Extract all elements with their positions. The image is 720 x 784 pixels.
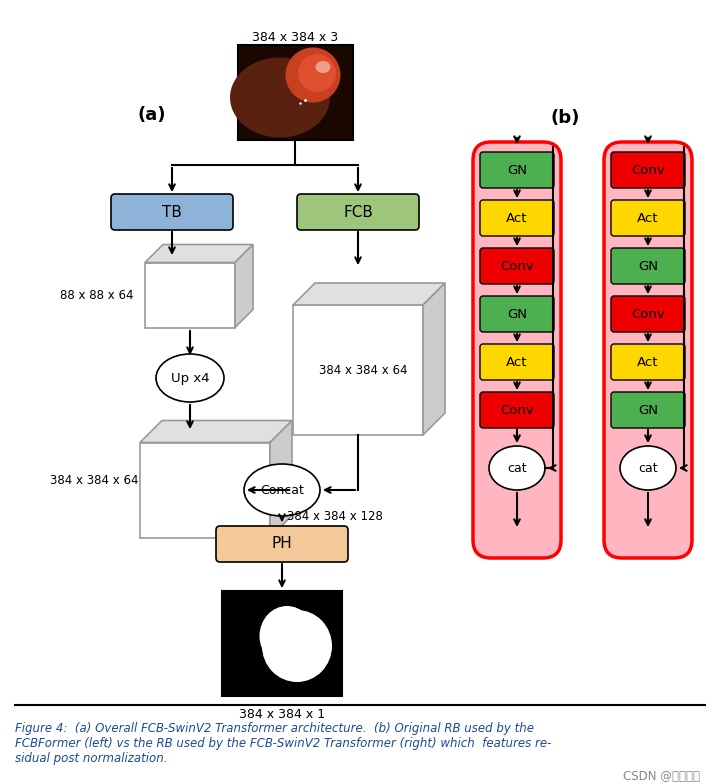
Text: PH: PH [271,536,292,551]
Text: TB: TB [162,205,182,220]
Text: (a): (a) [138,106,166,124]
Text: 384 x 384 x 64: 384 x 384 x 64 [50,474,138,487]
Text: Conv: Conv [631,164,665,176]
Text: CSDN @蓝海渔夫: CSDN @蓝海渔夫 [623,770,700,783]
Polygon shape [140,420,292,442]
Text: Concat: Concat [260,484,304,496]
Ellipse shape [489,446,545,490]
Text: Act: Act [506,355,528,368]
FancyBboxPatch shape [480,392,554,428]
FancyBboxPatch shape [111,194,233,230]
Text: 384 x 384 x 128: 384 x 384 x 128 [287,510,383,524]
Text: Figure 4:  (a) Overall FCB-SwinV2 Transformer architecture.  (b) Original RB use: Figure 4: (a) Overall FCB-SwinV2 Transfo… [15,722,534,735]
Bar [238,45,353,140]
FancyBboxPatch shape [216,526,348,562]
Text: 384 x 384 x 64: 384 x 384 x 64 [319,364,408,376]
Text: 384 x 384 x 1: 384 x 384 x 1 [239,707,325,720]
Text: Act: Act [637,212,659,224]
Polygon shape [235,245,253,328]
FancyBboxPatch shape [611,152,685,188]
Text: cat: cat [507,462,527,474]
Text: (b): (b) [550,109,580,127]
Bar [145,263,235,328]
Text: Act: Act [637,355,659,368]
Text: sidual post normalization.: sidual post normalization. [15,752,168,765]
Bar [222,591,342,696]
FancyBboxPatch shape [611,296,685,332]
Ellipse shape [298,54,336,92]
Text: Conv: Conv [500,260,534,273]
FancyBboxPatch shape [480,344,554,380]
Text: 88 x 88 x 64: 88 x 88 x 64 [60,289,133,302]
Ellipse shape [286,48,341,103]
Bar [140,442,270,538]
Text: GN: GN [507,307,527,321]
FancyBboxPatch shape [480,296,554,332]
FancyBboxPatch shape [604,142,692,558]
FancyBboxPatch shape [480,152,554,188]
Ellipse shape [262,610,332,682]
Ellipse shape [230,57,330,137]
Polygon shape [145,245,253,263]
FancyBboxPatch shape [611,392,685,428]
Polygon shape [270,420,292,538]
FancyBboxPatch shape [611,344,685,380]
Ellipse shape [259,606,315,666]
Text: Conv: Conv [631,307,665,321]
Ellipse shape [156,354,224,402]
Text: Up x4: Up x4 [171,372,210,384]
Text: GN: GN [638,260,658,273]
FancyBboxPatch shape [297,194,419,230]
Text: cat: cat [638,462,658,474]
Text: Act: Act [506,212,528,224]
Text: GN: GN [638,404,658,416]
FancyBboxPatch shape [611,248,685,284]
Text: FCBFormer (left) vs the RB used by the FCB-SwinV2 Transformer (right) which  fea: FCBFormer (left) vs the RB used by the F… [15,737,552,750]
Text: FCB: FCB [343,205,373,220]
Text: Conv: Conv [500,404,534,416]
FancyBboxPatch shape [473,142,561,558]
FancyBboxPatch shape [480,200,554,236]
Polygon shape [293,283,445,305]
Ellipse shape [315,61,330,73]
FancyBboxPatch shape [480,248,554,284]
Text: 384 x 384 x 3: 384 x 384 x 3 [252,31,338,43]
FancyBboxPatch shape [611,200,685,236]
Ellipse shape [620,446,676,490]
Ellipse shape [244,464,320,516]
Bar [293,305,423,435]
Polygon shape [423,283,445,435]
Text: GN: GN [507,164,527,176]
